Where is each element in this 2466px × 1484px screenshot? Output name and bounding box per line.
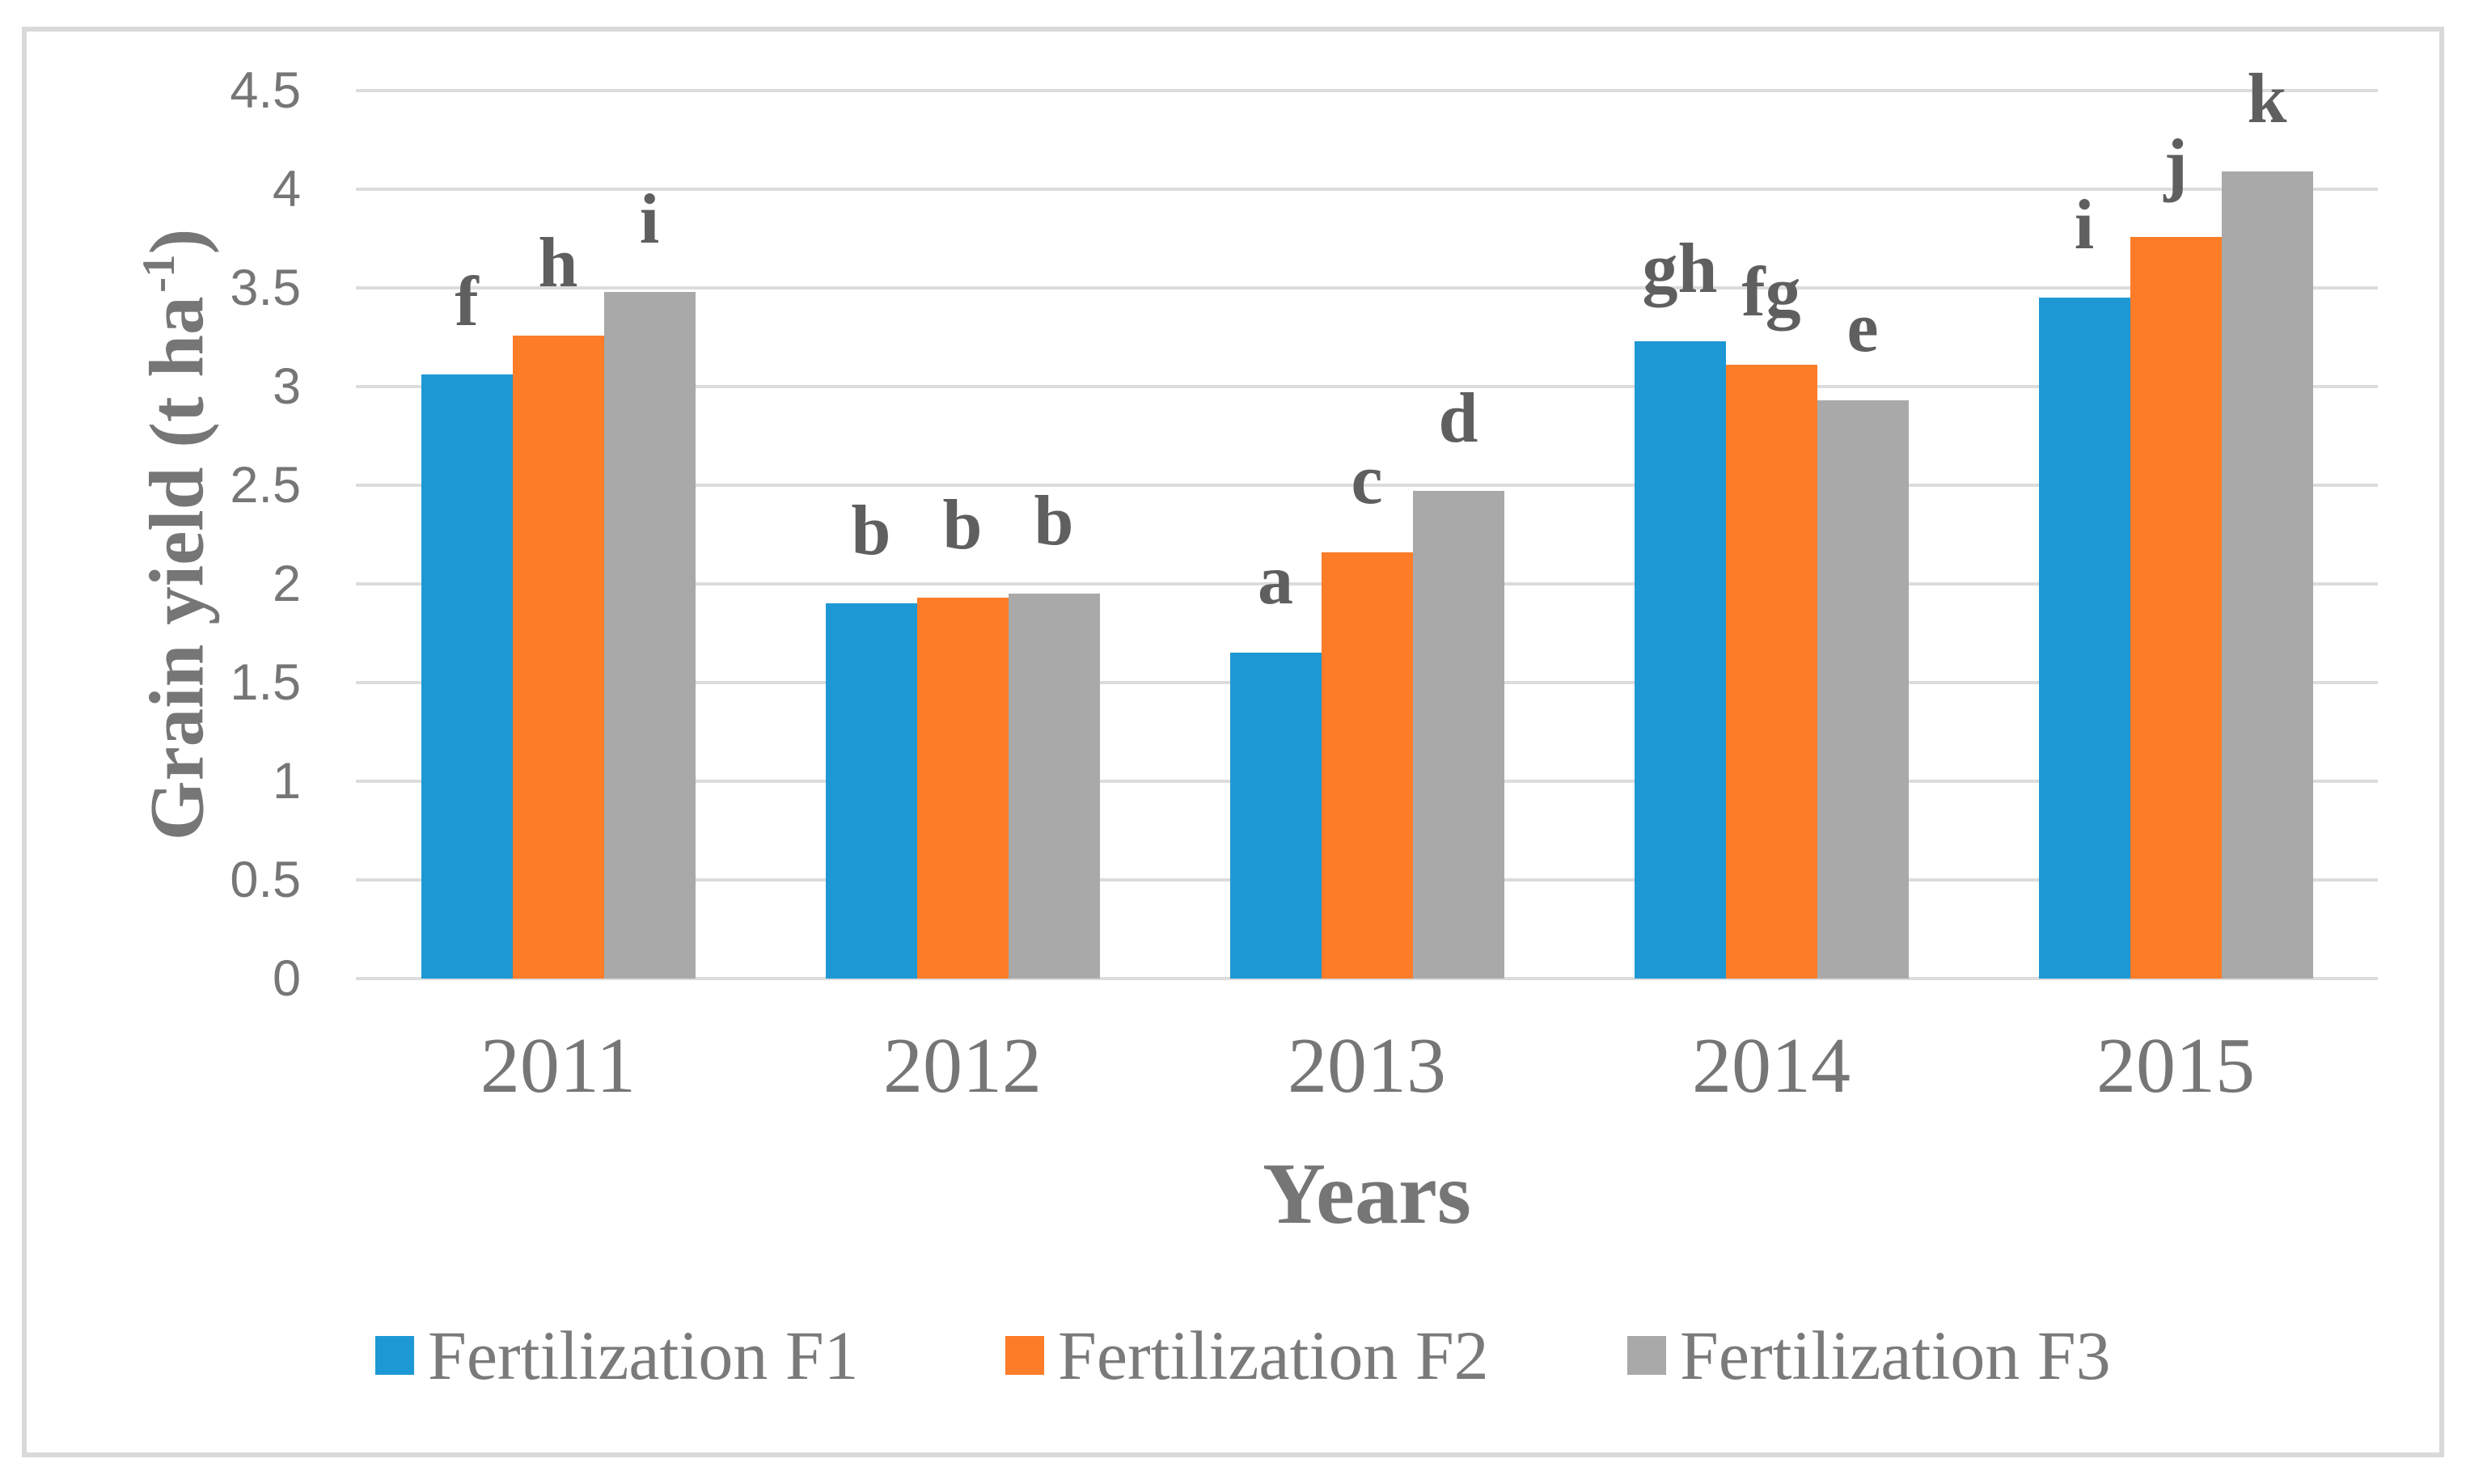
gridline-4.5: [356, 89, 2378, 92]
bar-2011-f3: [603, 291, 696, 979]
significance-letter-2015-f1: i: [2074, 186, 2095, 265]
gridline-3.5: [356, 286, 2378, 290]
bar-2014-f1: [1634, 340, 1726, 979]
significance-letter-2012-f2: b: [942, 486, 983, 565]
significance-letter-2013-f3: d: [1438, 379, 1478, 459]
legend-item-f1: Fertilization F1: [375, 1317, 859, 1394]
x-tick-label-2012: 2012: [883, 1022, 1042, 1110]
y-tick-label-3: 3: [272, 358, 301, 415]
bar-2015-f3: [2221, 171, 2313, 979]
significance-letter-2014-f1: gh: [1642, 229, 1718, 308]
significance-letter-2014-f3: e: [1846, 289, 1879, 368]
y-axis-title-superscript: -1: [133, 254, 185, 293]
bar-2013-f1: [1229, 653, 1322, 979]
x-tick-label-2014: 2014: [1692, 1022, 1851, 1110]
x-tick-label-2015: 2015: [2096, 1022, 2255, 1110]
gridline-4: [356, 188, 2378, 191]
significance-letter-2011-f2: h: [538, 223, 578, 302]
bar-2012-f3: [1008, 594, 1100, 979]
significance-letter-2011-f1: f: [455, 263, 479, 342]
bar-2012-f2: [916, 598, 1009, 979]
y-tick-label-0.5: 0.5: [230, 852, 301, 908]
legend-label-f1: Fertilization F1: [428, 1317, 859, 1394]
significance-letter-2012-f3: b: [1034, 482, 1074, 561]
bar-2014-f2: [1725, 365, 1817, 979]
legend-label-f3: Fertilization F3: [1680, 1317, 2111, 1394]
bar-2011-f1: [421, 374, 513, 979]
x-tick-label-2013: 2013: [1288, 1022, 1446, 1110]
y-tick-label-0: 0: [272, 950, 301, 1007]
significance-letter-2011-f3: i: [639, 180, 660, 259]
significance-letter-2013-f2: c: [1351, 440, 1383, 519]
bar-2013-f2: [1321, 552, 1413, 979]
y-axis-title: Grain yield (t ha-1): [113, 49, 220, 1020]
y-axis-title-close: ): [133, 228, 220, 255]
y-tick-label-2: 2: [272, 556, 301, 612]
y-tick-label-1.5: 1.5: [230, 654, 301, 711]
bar-2015-f2: [2130, 236, 2222, 979]
legend-swatch-f2: [1005, 1336, 1044, 1375]
bar-2011-f2: [512, 335, 604, 979]
legend-swatch-f1: [375, 1336, 414, 1375]
bar-2013-f3: [1412, 491, 1504, 979]
chart-border-frame: [22, 27, 2444, 1457]
y-tick-label-3.5: 3.5: [230, 260, 301, 316]
significance-letter-2015-f3: k: [2247, 60, 2287, 139]
significance-letter-2015-f2: j: [2164, 125, 2188, 204]
significance-letter-2014-f2: fg: [1741, 253, 1801, 332]
bar-2015-f1: [2038, 298, 2130, 979]
x-tick-label-2011: 2011: [480, 1022, 637, 1110]
legend-swatch-f3: [1627, 1336, 1666, 1375]
y-axis-title-text: Grain yield (t ha: [133, 296, 220, 841]
gridline-3: [356, 385, 2378, 388]
y-tick-label-4: 4: [272, 161, 301, 218]
y-tick-label-1: 1: [272, 753, 301, 810]
bar-2012-f1: [825, 603, 917, 979]
y-tick-label-4.5: 4.5: [230, 62, 301, 119]
legend-item-f3: Fertilization F3: [1627, 1317, 2111, 1394]
gridline-0: [356, 977, 2378, 980]
significance-letter-2013-f1: a: [1258, 541, 1293, 620]
significance-letter-2012-f1: b: [851, 492, 891, 571]
legend-item-f2: Fertilization F2: [1005, 1317, 1489, 1394]
y-tick-label-2.5: 2.5: [230, 457, 301, 514]
bar-2014-f3: [1817, 400, 1909, 979]
x-axis-title: Years: [1263, 1146, 1471, 1242]
legend-label-f2: Fertilization F2: [1058, 1317, 1489, 1394]
gridline-2.5: [356, 484, 2378, 487]
